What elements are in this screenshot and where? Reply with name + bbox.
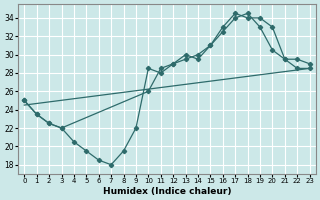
X-axis label: Humidex (Indice chaleur): Humidex (Indice chaleur) <box>103 187 231 196</box>
